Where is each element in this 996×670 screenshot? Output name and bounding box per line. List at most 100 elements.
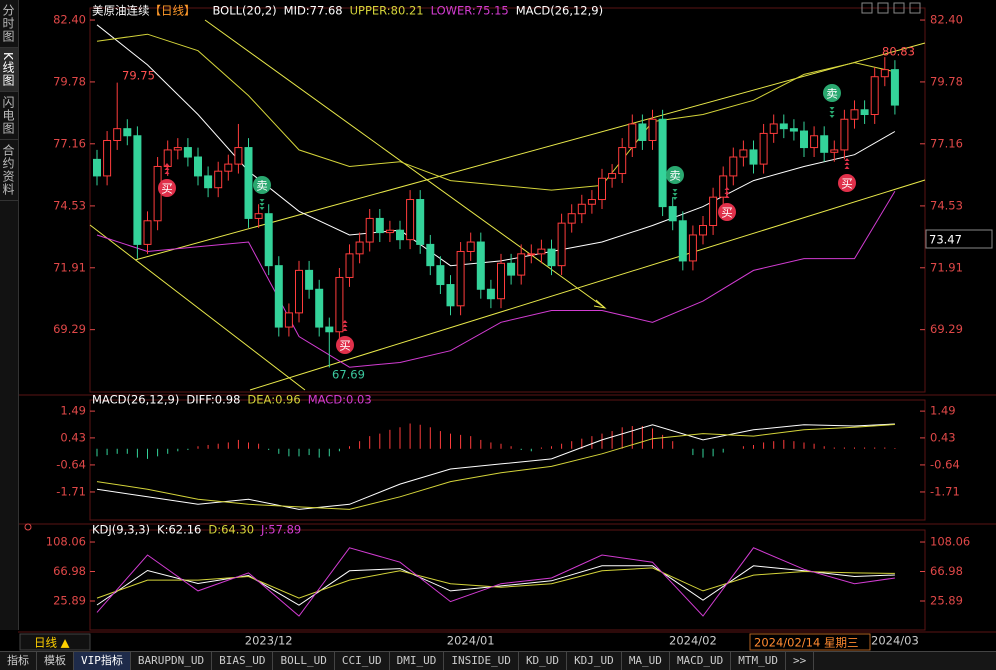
y-tick-label-right: 66.98 — [930, 564, 963, 578]
y-tick-label: 25.89 — [53, 594, 86, 608]
signal-label: 买 — [841, 177, 853, 191]
candle-body — [103, 139, 112, 177]
tab[interactable]: INSIDE_UD — [444, 652, 519, 670]
indicator-line — [96, 423, 895, 510]
candle-body — [325, 326, 334, 333]
price-panel-frame — [89, 7, 926, 393]
y-tick-label: 82.40 — [53, 13, 86, 27]
signal-arrow — [672, 193, 678, 196]
signal-marker — [336, 336, 354, 354]
signal-arrow — [829, 115, 835, 118]
indicator-label: LOWER:75.15 — [431, 4, 509, 18]
x-tick-label: 2024/02 — [669, 634, 717, 648]
candle-body — [507, 262, 516, 276]
candle-body — [618, 147, 627, 175]
signal-arrow — [829, 107, 835, 110]
tab[interactable]: BIAS_UD — [212, 652, 274, 670]
indicator-label: D:64.30 — [208, 523, 254, 537]
tab[interactable]: 模板 — [37, 652, 74, 670]
panel-title: KDJ(9,3,3) — [92, 523, 150, 537]
candle-body — [830, 149, 839, 153]
panel-title: MACD(26,12,9) — [92, 393, 179, 407]
indicator-label: K:62.16 — [157, 523, 201, 537]
candle-body — [759, 132, 768, 165]
candle-body — [628, 123, 637, 149]
signal-label: 卖 — [669, 169, 681, 183]
cursor-date-box — [749, 633, 871, 651]
candle-body — [668, 206, 677, 222]
candle-body — [557, 222, 566, 267]
y-tick-label: 74.53 — [53, 198, 86, 212]
signal-marker — [666, 166, 684, 184]
candle-body — [860, 109, 869, 116]
tab[interactable]: KDJ_UD — [567, 652, 622, 670]
candle-body — [840, 118, 849, 151]
candle-body — [497, 262, 505, 300]
tab[interactable]: 指标 — [0, 652, 37, 670]
candle-body — [567, 213, 576, 224]
candle-body — [699, 225, 707, 236]
candle-body — [648, 118, 657, 141]
settings-dot[interactable] — [24, 523, 32, 531]
price-annotation: 67.69 — [332, 368, 365, 382]
signal-arrow — [844, 162, 850, 165]
sidebar-item[interactable]: 闪电图 — [0, 92, 18, 140]
candle-body — [224, 163, 233, 172]
tab[interactable]: BOLL_UD — [273, 652, 335, 670]
tab[interactable]: MTM_UD — [731, 652, 787, 670]
tab[interactable]: BARUPDN_UD — [131, 652, 213, 670]
candle-body — [476, 241, 485, 290]
period-box[interactable] — [19, 633, 91, 651]
y-tick-label-right: 108.06 — [930, 535, 970, 549]
candle-body — [486, 288, 495, 300]
candle-body — [810, 135, 819, 149]
candle-body — [234, 147, 243, 165]
tab[interactable]: >> — [786, 652, 815, 670]
candle-body — [547, 248, 556, 267]
candle-body — [274, 265, 283, 328]
kdj-panel-frame — [89, 529, 926, 631]
y-tick-label-right: 71.91 — [930, 260, 963, 274]
candle-body — [688, 234, 697, 262]
signal-marker — [158, 179, 176, 197]
toolbar-icons[interactable] — [861, 2, 921, 14]
tab[interactable]: CCI_UD — [335, 652, 390, 670]
tab-bar: 指标 模板 VIP指标 BARUPDN_UD BIAS_UD BOLL_UD CCI_UD D… — [0, 651, 996, 670]
sidebar-item[interactable]: 合约资料 — [0, 140, 18, 201]
candle-body — [305, 269, 314, 290]
macd-panel-frame — [89, 399, 926, 521]
signal-label: 卖 — [826, 87, 838, 101]
y-tick-label-right: -1.71 — [930, 484, 960, 498]
tab[interactable]: MACD_UD — [670, 652, 732, 670]
panel-subtitle: 【日线】 — [150, 4, 196, 18]
indicator-label: DEA:0.96 — [247, 393, 300, 407]
candle-body — [385, 229, 394, 234]
signal-arrow — [724, 187, 730, 190]
candle-body — [577, 203, 586, 215]
signal-marker — [838, 174, 856, 192]
candle-body — [527, 253, 536, 256]
candle-body — [739, 149, 748, 158]
period-button[interactable]: 日线 ▲ — [34, 636, 70, 650]
candle-body — [517, 253, 526, 276]
tab[interactable]: DMI_UD — [390, 652, 445, 670]
candle-body — [598, 177, 606, 201]
sidebar-item[interactable]: K线图 — [0, 48, 18, 92]
indicator-line — [96, 567, 895, 599]
candle-body — [800, 130, 808, 149]
tab[interactable]: MA_UD — [622, 652, 670, 670]
tab[interactable]: VIP指标 — [74, 652, 131, 670]
y-tick-label: -1.71 — [56, 484, 86, 498]
tab[interactable]: KD_UD — [519, 652, 568, 670]
signal-arrow — [259, 207, 265, 210]
candle-body — [173, 147, 182, 151]
sidebar-item[interactable]: 分时图 — [0, 0, 18, 48]
x-tick-label: 2023/12 — [245, 634, 293, 648]
candle-body — [446, 284, 455, 307]
candle-body — [638, 123, 647, 141]
y-tick-label: 1.49 — [60, 404, 86, 418]
y-tick-label-right: 82.40 — [930, 13, 963, 27]
signal-arrow — [724, 195, 730, 198]
signal-arrow — [724, 191, 730, 194]
signal-marker — [718, 203, 736, 221]
